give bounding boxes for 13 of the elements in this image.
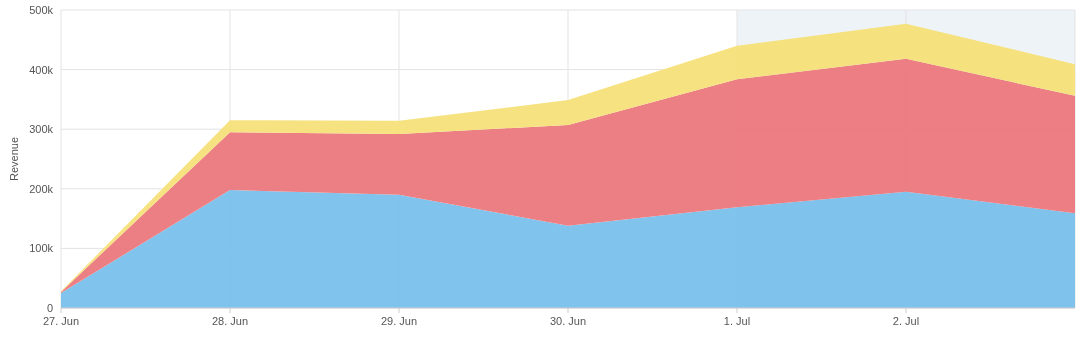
- y-tick-label: 200k: [29, 182, 54, 195]
- x-tick-label: 1. Jul: [723, 315, 751, 327]
- y-tick-label: 300k: [29, 123, 54, 136]
- x-tick-label: 30. Jun: [549, 315, 587, 327]
- x-tick-label: 28. Jun: [211, 315, 249, 327]
- y-tick-label: 100k: [29, 242, 54, 255]
- x-tick-label: 2. Jul: [892, 315, 920, 327]
- y-axis-title: Revenue: [8, 136, 20, 182]
- x-tick-label: 29. Jun: [380, 315, 418, 327]
- y-tick-label: 500k: [29, 4, 54, 16]
- y-tick-label: 400k: [29, 63, 54, 76]
- y-tick-label: 0: [46, 302, 53, 314]
- x-tick-label: 27. Jun: [42, 315, 80, 327]
